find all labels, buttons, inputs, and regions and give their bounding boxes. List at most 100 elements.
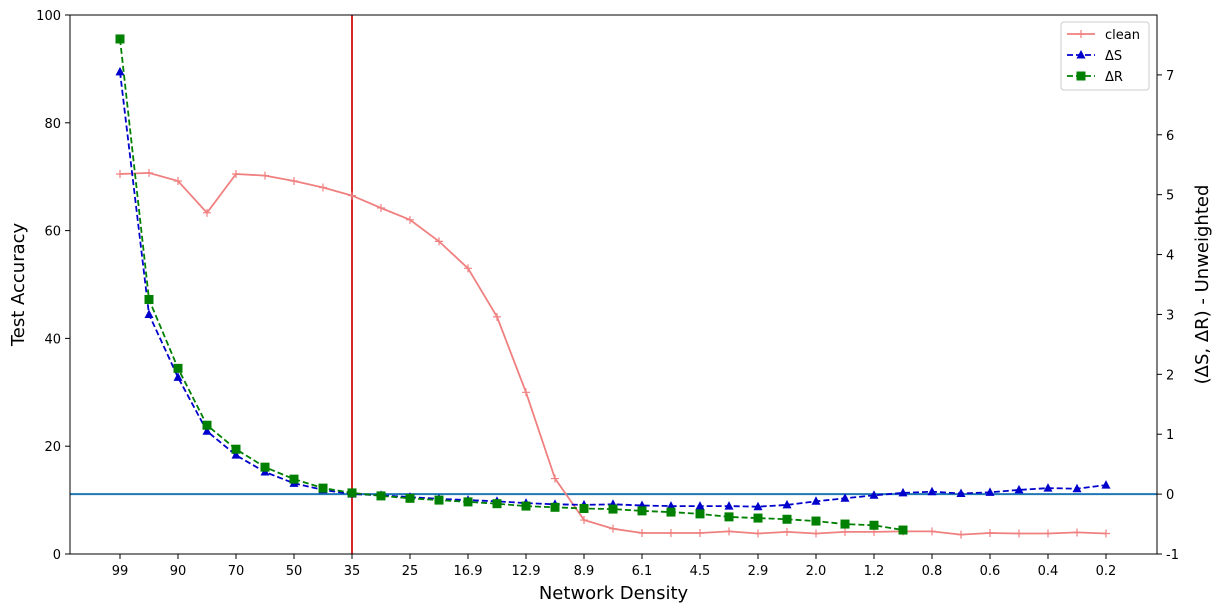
legend-entry: clean <box>1067 28 1140 43</box>
data-point <box>957 530 965 539</box>
data-point <box>261 171 269 180</box>
data-point <box>608 504 618 514</box>
series-line <box>119 38 904 531</box>
data-point <box>985 487 995 496</box>
data-point <box>840 493 850 502</box>
data-point <box>1073 528 1081 537</box>
legend-entry: ΔR <box>1067 70 1123 85</box>
series-0 <box>116 168 1110 539</box>
data-point <box>580 516 588 525</box>
x-tick-label: 25 <box>402 564 419 579</box>
data-point <box>725 527 733 536</box>
data-point <box>347 488 357 498</box>
axes-layer: 0 20 40 60 80 100 -1 0 1 2 3 4 5 6 7 99 90 70 50 35 25 16.9 12… <box>36 9 1179 579</box>
data-point <box>986 528 994 537</box>
series-line <box>119 171 1107 536</box>
data-point <box>145 168 153 177</box>
data-point <box>318 483 328 493</box>
data-point <box>811 496 821 505</box>
data-point <box>666 501 676 510</box>
x-tick-label: 90 <box>170 564 187 579</box>
data-point <box>115 34 125 44</box>
y-right-tick-label: 6 <box>1166 129 1174 144</box>
legend-label: clean <box>1105 28 1140 43</box>
data-point <box>232 170 240 179</box>
data-point <box>898 487 908 497</box>
x-tick-label: 0.4 <box>1038 564 1059 579</box>
data-point <box>144 309 154 318</box>
data-point <box>869 520 879 530</box>
data-point <box>840 519 850 529</box>
y-right-tick-label: 5 <box>1166 189 1174 204</box>
data-point <box>928 527 936 536</box>
data-point <box>405 493 415 503</box>
legend-entry: ΔS <box>1067 49 1122 64</box>
data-point <box>638 528 646 537</box>
x-tick-label: 0.8 <box>922 564 943 579</box>
x-tick-label: 2.9 <box>748 564 769 579</box>
data-point <box>609 524 617 533</box>
data-point <box>812 529 820 538</box>
data-point <box>579 503 589 513</box>
y-right-tick-label: 0 <box>1166 488 1174 503</box>
data-point <box>348 191 356 200</box>
data-point <box>202 426 212 435</box>
y-right-tick-label: 3 <box>1166 308 1174 323</box>
x-tick-label: 70 <box>228 564 245 579</box>
data-point <box>927 486 937 496</box>
data-point <box>522 388 530 397</box>
data-point <box>782 499 792 509</box>
series-1 <box>115 66 1111 511</box>
series-line <box>119 71 1107 508</box>
data-point <box>724 512 734 522</box>
series-layer <box>115 34 1111 539</box>
data-point <box>406 215 414 224</box>
data-point <box>174 177 182 186</box>
data-point <box>753 513 763 523</box>
y-right-tick-label: 1 <box>1166 428 1174 443</box>
data-point <box>260 462 270 472</box>
data-point <box>783 527 791 536</box>
legend-label: ΔS <box>1105 49 1122 64</box>
data-point <box>231 444 241 454</box>
data-point <box>463 497 473 507</box>
x-axis-label: Network Density <box>539 583 689 604</box>
data-point <box>1072 483 1082 493</box>
data-point <box>377 203 385 212</box>
data-point <box>695 509 705 519</box>
legend-label: ΔR <box>1105 70 1123 85</box>
data-point <box>319 183 327 192</box>
data-point <box>754 529 762 538</box>
y-left-tick-label: 100 <box>36 9 61 24</box>
data-point <box>202 420 212 430</box>
x-tick-label: 1.2 <box>864 564 885 579</box>
data-point <box>695 501 705 510</box>
x-tick-label: 12.9 <box>512 564 541 579</box>
x-tick-label: 4.5 <box>690 564 711 579</box>
data-point <box>753 501 763 511</box>
data-point <box>289 474 299 484</box>
y-right-tick-label: 7 <box>1166 69 1174 84</box>
y-left-tick-label: 80 <box>44 117 61 132</box>
y-right-tick-label: 4 <box>1166 249 1174 264</box>
data-point <box>1014 484 1024 494</box>
data-point <box>173 363 183 373</box>
x-tick-label: 99 <box>112 564 129 579</box>
data-point <box>231 450 241 459</box>
y-left-tick-label: 40 <box>44 332 61 347</box>
x-tick-label: 16.9 <box>454 564 483 579</box>
y-axis-left-label: Test Accuracy <box>8 222 29 347</box>
x-tick-label: 35 <box>344 564 361 579</box>
plot-frame <box>69 14 1158 555</box>
data-point <box>841 527 849 536</box>
data-point <box>1101 480 1111 489</box>
y-left-tick-label: 0 <box>53 548 61 563</box>
data-point <box>782 514 792 524</box>
legend-swatch-marker <box>1077 30 1085 38</box>
data-point <box>115 66 125 76</box>
legend-swatch-marker <box>1076 71 1086 81</box>
y-left-tick-label: 20 <box>44 440 61 455</box>
data-point <box>667 528 675 537</box>
data-point <box>724 501 734 510</box>
